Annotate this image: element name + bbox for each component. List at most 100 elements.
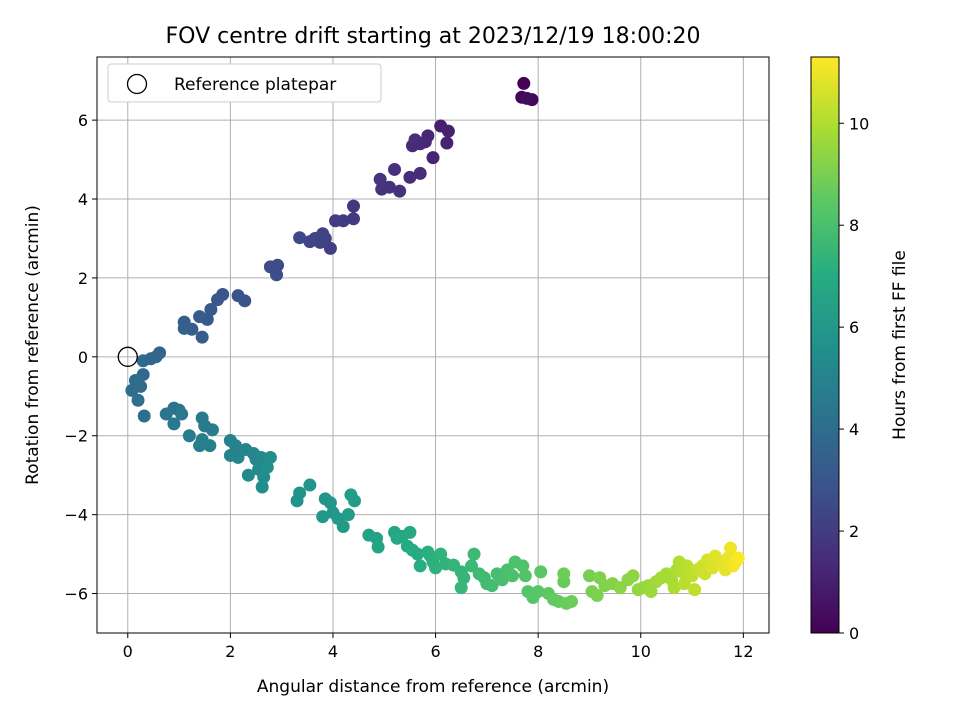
y-tick-label: 4 (78, 190, 88, 209)
data-point (303, 478, 317, 492)
colorbar-gradient (810, 56, 840, 634)
data-point (495, 573, 509, 587)
data-point (626, 569, 640, 583)
data-point (128, 374, 142, 388)
colorbar: 0 2 4 6 8 10 Hours from first FF file (810, 56, 910, 643)
data-point (457, 571, 471, 585)
data-point (346, 199, 360, 213)
data-point (403, 525, 417, 539)
plot-frame (97, 57, 769, 633)
grid-lines (97, 57, 769, 633)
data-point (193, 310, 207, 324)
data-point (413, 559, 427, 573)
y-tick-label: −2 (64, 427, 88, 446)
reference-marker-layer (117, 346, 138, 367)
data-point (231, 289, 245, 303)
y-tick-label: 2 (78, 269, 88, 288)
data-point (254, 450, 268, 464)
data-point (565, 594, 579, 608)
data-point (136, 354, 150, 368)
data-point (293, 486, 307, 500)
data-point (506, 569, 520, 583)
y-tick-label: 0 (78, 348, 88, 367)
data-point (316, 510, 330, 524)
data-point (644, 585, 658, 599)
x-tick-label: 2 (225, 642, 235, 661)
y-axis-label: Rotation from reference (arcmin) (23, 205, 43, 485)
data-point (204, 302, 218, 316)
data-point (195, 330, 209, 344)
colorbar-tick-label: 6 (849, 318, 859, 337)
data-point (182, 429, 196, 443)
colorbar-tick-label: 0 (849, 624, 859, 643)
data-point (724, 541, 738, 555)
data-point (371, 540, 385, 554)
data-point (137, 409, 151, 423)
data-point (203, 439, 217, 453)
data-point (413, 166, 427, 180)
colorbar-tick-label: 4 (849, 420, 859, 439)
data-point (329, 214, 343, 228)
data-point (193, 439, 207, 453)
data-point (263, 450, 277, 464)
data-point (557, 567, 571, 581)
data-point (520, 91, 534, 105)
colorbar-ticks: 0 2 4 6 8 10 (839, 114, 869, 643)
colorbar-label: Hours from first FF file (890, 250, 910, 440)
legend-box (107, 63, 382, 103)
data-point (531, 585, 545, 599)
data-point (205, 423, 219, 437)
y-tick-label: −4 (64, 506, 88, 525)
legend: Reference platepar (107, 63, 382, 103)
legend-reference-marker (126, 73, 148, 95)
plot-border (96, 56, 770, 634)
data-point (260, 460, 274, 474)
colorbar-tick-label: 10 (849, 114, 869, 133)
x-tick-label: 8 (533, 642, 543, 661)
data-point (403, 170, 417, 184)
data-point (667, 581, 681, 595)
x-axis-label: Angular distance from reference (arcmin) (257, 677, 609, 697)
data-point (688, 583, 702, 597)
data-point (388, 162, 402, 176)
data-point (393, 184, 407, 198)
data-point (440, 136, 454, 150)
data-point (336, 519, 350, 533)
data-point (255, 480, 269, 494)
data-point (131, 393, 145, 407)
data-point (375, 182, 389, 196)
x-tick-label: 0 (123, 642, 133, 661)
x-axis-ticks: 0 2 4 6 8 10 12 (123, 633, 754, 661)
data-point (434, 547, 448, 561)
data-point (441, 124, 455, 138)
data-point (323, 241, 337, 255)
data-point (303, 235, 317, 249)
reference-marker (117, 346, 138, 367)
x-tick-label: 6 (430, 642, 440, 661)
data-point (467, 547, 481, 561)
y-tick-label: 6 (78, 111, 88, 130)
data-point (293, 231, 307, 245)
x-tick-label: 12 (733, 642, 753, 661)
data-point (341, 508, 355, 522)
data-point (426, 151, 440, 165)
data-point (454, 581, 468, 595)
plot-area: 0 2 4 6 8 10 12 −6 −4 −2 0 2 4 6 (64, 56, 770, 661)
data-point (731, 551, 745, 565)
data-point (241, 468, 255, 482)
data-point (257, 470, 271, 484)
y-tick-label: −6 (64, 585, 88, 604)
data-point (485, 579, 499, 593)
data-point (348, 494, 362, 508)
data-point (175, 407, 189, 421)
data-point (167, 417, 181, 431)
data-point (125, 383, 139, 397)
legend-label-reference: Reference platepar (174, 75, 336, 95)
data-point (534, 565, 548, 579)
colorbar-tick-label: 8 (849, 216, 859, 235)
data-point (680, 559, 694, 573)
data-points (125, 76, 745, 610)
x-tick-label: 4 (328, 642, 338, 661)
data-point (517, 76, 531, 90)
